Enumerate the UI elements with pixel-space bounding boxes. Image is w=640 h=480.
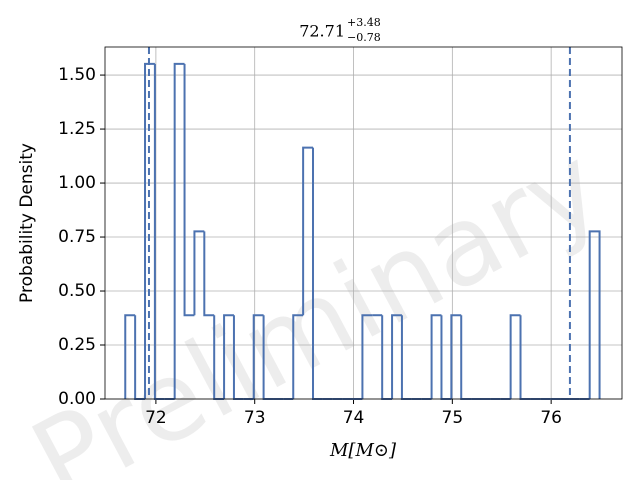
x-axis-label: M[M⊙] [329, 440, 397, 461]
x-tick-label: 76 [540, 408, 562, 428]
y-axis-label: Probability Density [17, 143, 37, 303]
x-tick-label: 75 [442, 408, 464, 428]
histogram-step [144, 62, 155, 399]
histogram-step [460, 315, 472, 400]
histogram-step [223, 314, 234, 399]
x-tick-label: 74 [343, 408, 365, 428]
y-tick-label: 1.00 [58, 173, 96, 193]
histogram-step [124, 314, 136, 399]
histogram-step [203, 231, 215, 317]
y-tick-label: 0.25 [58, 335, 96, 355]
title-lower: −0.78 [347, 31, 381, 44]
y-tick-label: 0.00 [58, 389, 96, 409]
y-tick-label: 0.50 [58, 281, 96, 301]
histogram-step [252, 314, 264, 399]
histogram-step [183, 63, 195, 317]
x-tick-label: 73 [244, 408, 266, 428]
histogram-step [391, 314, 402, 399]
histogram-step [430, 314, 442, 399]
watermark: Preliminary [12, 121, 621, 480]
histogram-step [173, 62, 185, 399]
y-tick-label: 1.50 [58, 65, 96, 85]
title-value: 72.71 [299, 22, 345, 41]
histogram-step [588, 230, 601, 399]
y-tick-label: 0.75 [58, 227, 96, 247]
histogram-step [361, 314, 373, 399]
plot-frame [104, 46, 623, 400]
y-tick-label: 1.25 [58, 119, 96, 139]
histogram-step [302, 146, 314, 316]
title-upper: +3.48 [347, 16, 381, 29]
title: 72.71 +3.48 −0.78 [299, 16, 381, 44]
histogram-step [509, 314, 521, 399]
x-tick-label: 72 [145, 408, 167, 428]
histogram-step [450, 314, 462, 399]
histogram-step [292, 314, 304, 399]
histogram-step [193, 230, 205, 316]
histogram-step [519, 315, 531, 400]
